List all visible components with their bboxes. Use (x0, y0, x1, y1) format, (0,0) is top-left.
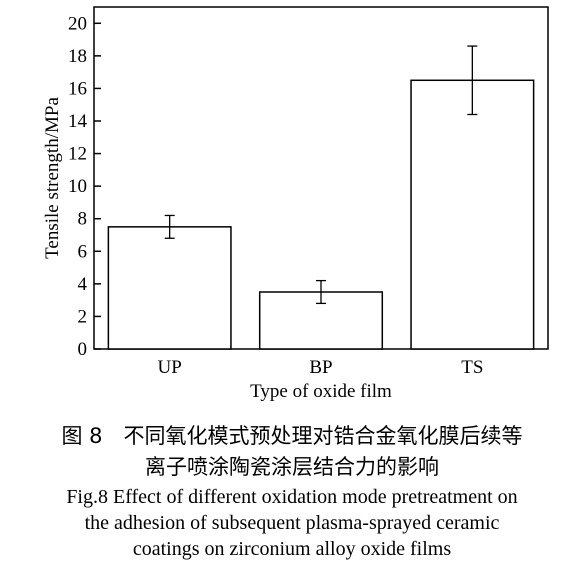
y-tick-label: 14 (68, 111, 88, 132)
y-tick-label: 20 (68, 13, 87, 34)
y-tick-label: 16 (68, 78, 87, 99)
x-axis-label: Type of oxide film (250, 381, 392, 402)
y-tick-label: 0 (78, 339, 88, 360)
x-tick-label: UP (158, 357, 182, 378)
figure-caption-en-line1: Fig.8 Effect of different oxidation mode… (66, 486, 518, 508)
y-tick-label: 2 (78, 306, 88, 327)
y-axis: 0 2 4 6 8 10 12 14 16 18 20 (68, 13, 101, 360)
bar-up (107, 226, 232, 350)
bar-chart: 0 2 4 6 8 10 12 14 16 18 20 UP BP TS Tensile strengt… (42, 6, 549, 402)
y-tick-label: 12 (68, 144, 87, 165)
y-tick-label: 10 (68, 176, 87, 197)
y-tick-label: 4 (78, 274, 88, 295)
y-tick-label: 8 (78, 209, 88, 230)
figure-caption-cn-line2: 离子喷涂陶瓷涂层结合力的影响 (145, 455, 439, 479)
figure-caption-en-line3: coatings on zirconium alloy oxide films (132, 538, 452, 560)
x-tick-label: TS (461, 357, 483, 378)
x-tick-label: BP (309, 357, 332, 378)
y-tick-label: 6 (78, 241, 88, 262)
y-tick-label: 18 (68, 46, 87, 67)
figure-caption-en-line2: the adhesion of subsequent plasma-spraye… (84, 512, 500, 534)
figure-caption-cn-line1: 图 8 不同氧化模式预处理对锆合金氧化膜后续等 (61, 424, 523, 448)
bars (107, 45, 535, 350)
y-axis-label: Tensile strength/MPa (42, 97, 63, 259)
bar-ts (410, 79, 535, 350)
